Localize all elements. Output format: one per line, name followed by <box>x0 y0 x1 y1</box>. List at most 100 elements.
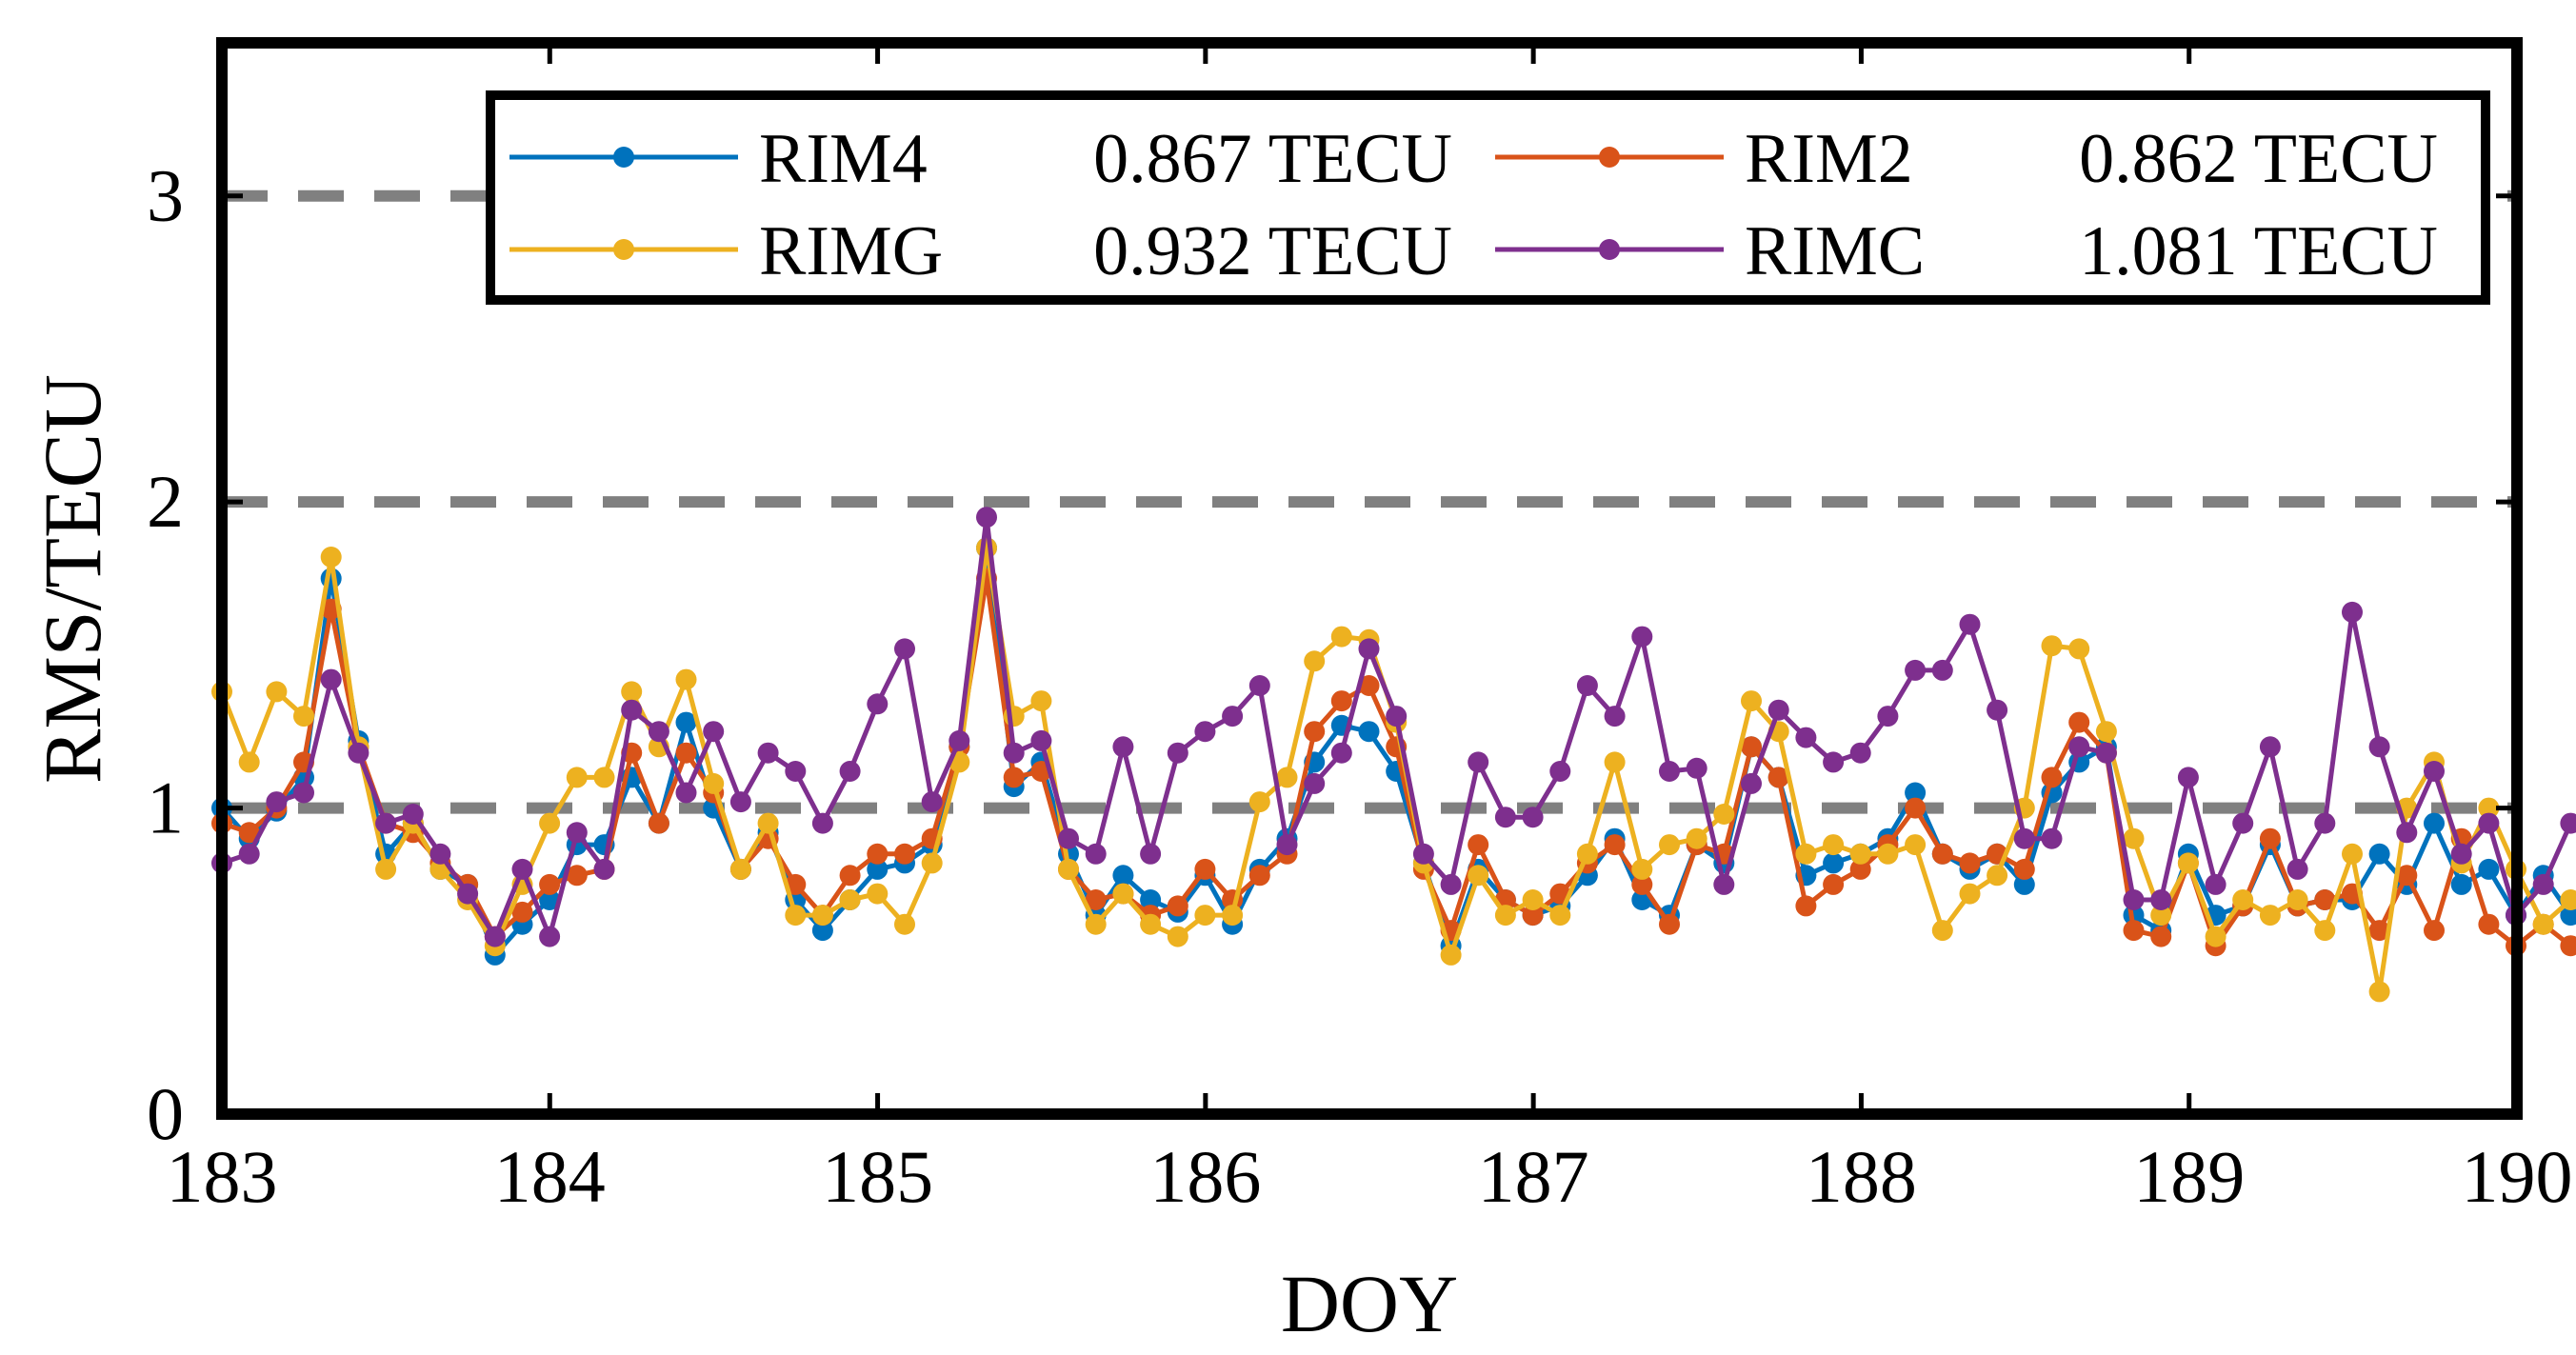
data-point-rimc-51 <box>1604 706 1626 727</box>
y-tick-label-2: 2 <box>147 460 184 543</box>
series-rimg <box>211 537 2576 1003</box>
data-point-rimc-21 <box>785 761 807 782</box>
data-point-rimc-69 <box>2095 742 2117 764</box>
data-point-rim4-81 <box>2424 812 2445 834</box>
data-point-rimg-12 <box>539 812 561 834</box>
data-point-rim4-83 <box>2478 858 2500 880</box>
data-point-rimc-24 <box>867 693 889 715</box>
data-point-rimg-32 <box>1085 913 1107 935</box>
data-point-rimc-12 <box>539 926 561 947</box>
data-point-rimc-72 <box>2177 767 2199 788</box>
data-point-rimc-23 <box>839 761 861 782</box>
data-point-rimg-64 <box>1959 883 1981 905</box>
data-point-rimc-27 <box>949 729 970 751</box>
data-point-rimc-34 <box>1140 843 1162 865</box>
data-point-rimc-70 <box>2123 889 2145 910</box>
x-tick-label-183: 183 <box>167 1135 278 1218</box>
data-point-rimc-10 <box>484 926 506 947</box>
data-point-rimc-16 <box>648 721 669 743</box>
y-tick-label-0: 0 <box>147 1072 184 1155</box>
data-point-rimc-47 <box>1494 807 1516 828</box>
data-point-rimc-62 <box>1905 659 1927 681</box>
data-point-rim4-34 <box>1140 889 1162 910</box>
data-point-rim2-70 <box>2123 920 2145 942</box>
data-point-rim2-63 <box>1931 843 1953 865</box>
data-point-rimg-6 <box>375 858 397 880</box>
data-point-rim2-13 <box>566 865 588 887</box>
legend-rms-rimg: 0.932 TECU <box>1093 212 1452 290</box>
data-point-rim2-56 <box>1741 736 1762 758</box>
data-point-rimc-37 <box>1222 706 1244 727</box>
data-point-rimc-86 <box>2560 812 2576 834</box>
data-point-rimg-28 <box>976 537 997 559</box>
data-point-rimg-74 <box>2232 889 2254 910</box>
data-point-rimg-60 <box>1849 843 1871 865</box>
data-point-rimg-55 <box>1713 804 1735 825</box>
legend-rms-rimc: 1.081 TECU <box>2079 212 2438 290</box>
data-point-rimg-1 <box>238 751 260 773</box>
data-point-rimc-81 <box>2424 761 2445 782</box>
data-point-rimg-2 <box>266 681 288 703</box>
data-point-rim4-22 <box>811 920 833 942</box>
data-point-rimc-61 <box>1877 706 1899 727</box>
data-point-rim4-17 <box>675 711 697 733</box>
data-point-rimg-68 <box>2068 638 2090 660</box>
data-point-rim2-17 <box>675 742 697 764</box>
data-point-rimc-13 <box>566 822 588 844</box>
data-point-rimg-30 <box>1030 690 1052 712</box>
data-point-rimc-77 <box>2314 812 2336 834</box>
data-point-rim2-29 <box>1003 767 1025 788</box>
data-point-rimg-18 <box>703 772 725 794</box>
data-point-rimg-53 <box>1659 834 1680 856</box>
legend-label-rim4: RIM4 <box>759 120 928 198</box>
data-point-rim2-66 <box>2013 858 2035 880</box>
data-point-rimc-56 <box>1741 772 1762 794</box>
data-point-rimg-71 <box>2150 905 2172 927</box>
x-axis-title: DOY <box>1281 1258 1458 1349</box>
y-axis-ticks: 0 1 2 3 <box>147 154 2517 1155</box>
y-axis-title: RMS/TECU <box>27 374 118 784</box>
data-point-rim2-40 <box>1304 721 1326 743</box>
data-point-rimc-5 <box>348 742 369 764</box>
data-point-rimg-58 <box>1795 843 1817 865</box>
data-point-rim2-58 <box>1795 895 1817 917</box>
data-point-rimg-56 <box>1741 690 1762 712</box>
data-point-rimc-8 <box>429 843 451 865</box>
data-point-rim2-36 <box>1194 858 1216 880</box>
data-point-rimg-86 <box>2560 889 2576 910</box>
legend-box <box>486 90 2490 305</box>
legend-rms-rim4: 0.867 TECU <box>1093 120 1452 198</box>
data-point-rimg-59 <box>1823 834 1845 856</box>
data-point-rimc-79 <box>2368 736 2390 758</box>
data-point-rim2-52 <box>1631 873 1653 895</box>
data-point-rim2-60 <box>1849 858 1871 880</box>
data-point-rimg-77 <box>2314 920 2336 942</box>
data-point-rim2-48 <box>1522 905 1544 927</box>
data-point-rimc-42 <box>1358 638 1380 660</box>
legend-label-rimg: RIMG <box>759 212 943 290</box>
data-point-rimc-11 <box>511 858 533 880</box>
data-point-rimc-60 <box>1849 742 1871 764</box>
data-point-rim2-59 <box>1823 873 1845 895</box>
data-point-rimc-68 <box>2068 736 2090 758</box>
y-tick-label-1: 1 <box>147 767 184 849</box>
data-point-rimg-63 <box>1931 920 1953 942</box>
data-point-rimg-76 <box>2286 889 2308 910</box>
data-point-rimc-46 <box>1468 751 1489 773</box>
data-point-rimg-38 <box>1248 791 1270 813</box>
data-point-rim2-77 <box>2314 889 2336 910</box>
data-point-rimg-34 <box>1140 913 1162 935</box>
data-point-rimc-25 <box>894 638 915 660</box>
data-point-rimg-36 <box>1194 905 1216 927</box>
x-tick-label-185: 185 <box>822 1135 933 1218</box>
data-point-rim2-38 <box>1248 865 1270 887</box>
data-point-rimg-62 <box>1905 834 1927 856</box>
data-point-rim2-24 <box>867 843 889 865</box>
data-point-rimc-57 <box>1767 699 1789 721</box>
data-point-rimc-71 <box>2150 889 2172 910</box>
data-point-rim2-67 <box>2041 767 2063 788</box>
data-point-rimc-66 <box>2013 827 2035 849</box>
data-point-rimc-45 <box>1440 873 1462 895</box>
data-point-rimg-33 <box>1112 883 1134 905</box>
data-point-rim2-35 <box>1167 895 1188 917</box>
